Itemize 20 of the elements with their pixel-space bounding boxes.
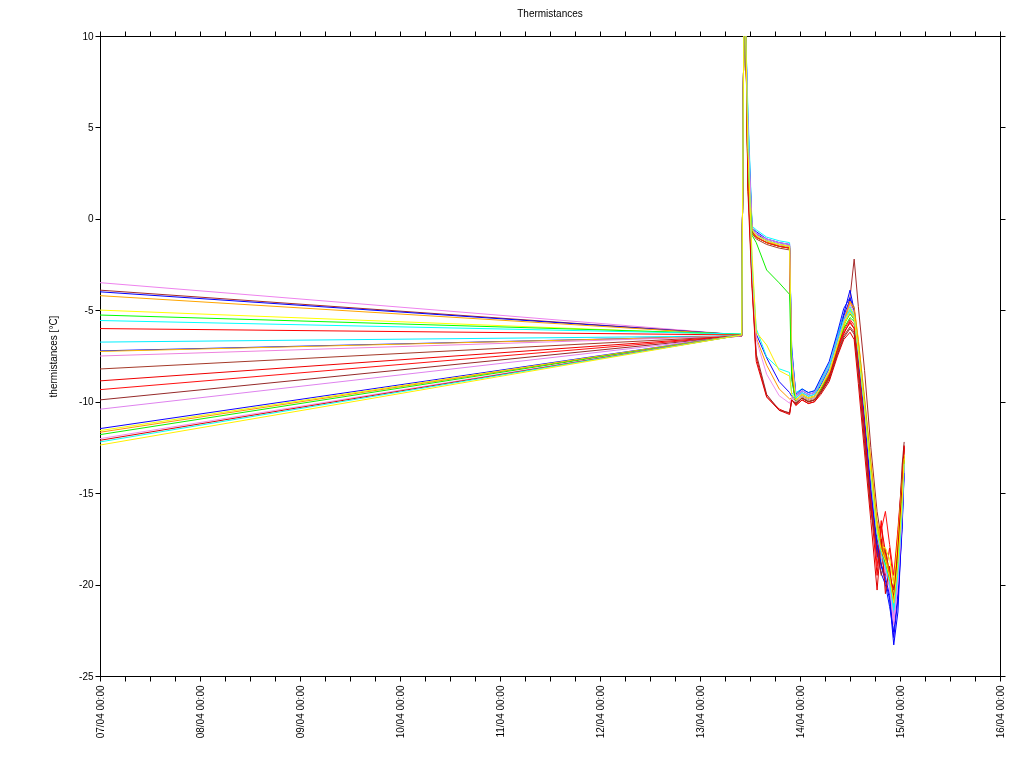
y-tick-label: 0 <box>87 213 94 225</box>
x-tick-label: 11/04 00:00 <box>494 685 506 738</box>
x-tick-label: 09/04 00:00 <box>294 685 306 739</box>
chart-title: Thermistances <box>517 7 583 19</box>
x-tick-label: 08/04 00:00 <box>194 685 206 739</box>
x-tick-label: 15/04 00:00 <box>894 685 906 739</box>
y-tick-label: -15 <box>79 487 94 499</box>
y-tick-label: -25 <box>79 670 94 682</box>
y-tick-label: 10 <box>82 30 94 42</box>
x-tick-label: 10/04 00:00 <box>394 685 406 739</box>
y-axis-title: thermistances [°C] <box>48 315 60 398</box>
x-tick-label: 14/04 00:00 <box>794 685 806 739</box>
x-tick-label: 16/04 00:00 <box>994 685 1006 739</box>
y-tick-label: -20 <box>79 579 94 591</box>
x-tick-label: 13/04 00:00 <box>694 685 706 739</box>
y-tick-label: 5 <box>87 121 94 133</box>
x-tick-label: 07/04 00:00 <box>94 685 106 739</box>
y-tick-label: -10 <box>79 396 94 408</box>
y-tick-label: -5 <box>84 304 94 316</box>
x-tick-label: 12/04 00:00 <box>594 685 606 739</box>
